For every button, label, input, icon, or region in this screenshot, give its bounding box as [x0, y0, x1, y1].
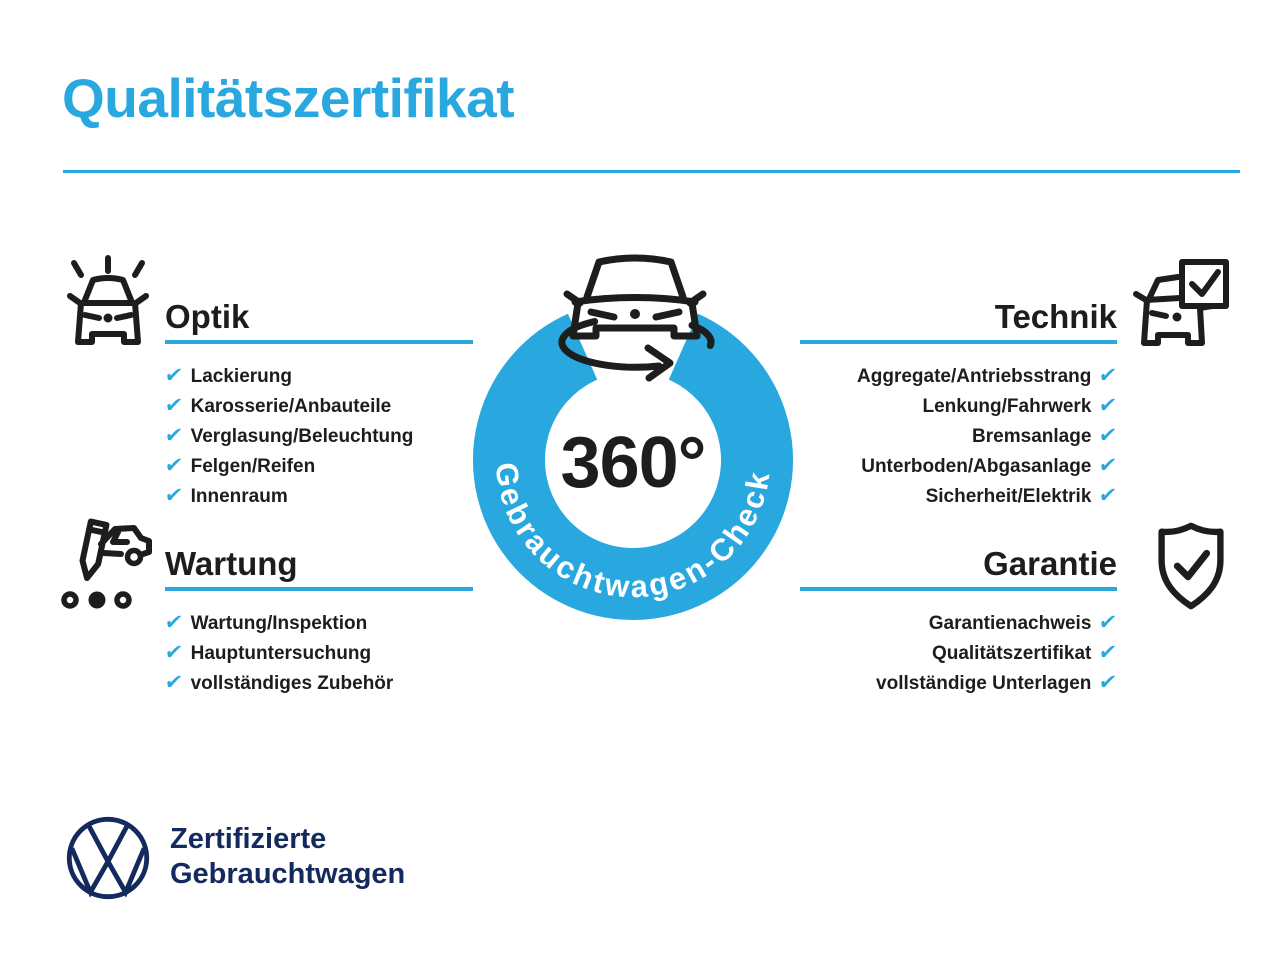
check-icon: ✔: [1097, 363, 1119, 387]
checklist-item: Aggregate/Antriebsstrang ✔: [800, 360, 1119, 390]
pencil-car-icon: [61, 518, 152, 609]
brand-line-2: Gebrauchtwagen: [170, 858, 406, 890]
checklist-item: Sicherheit/Elektrik ✔: [800, 480, 1119, 510]
checklist-item: ✔ Lackierung: [163, 360, 473, 390]
check-icon: ✔: [1097, 640, 1119, 664]
check-icon: ✔: [1097, 483, 1119, 507]
360-check-badge: Gebrauchtwagen-Check 360°: [473, 254, 793, 620]
section-technik: Technik Aggregate/Antriebsstrang ✔ Lenkun…: [800, 296, 1119, 510]
checklist-wartung: ✔ Wartung/Inspektion ✔ Hauptuntersuchung ✔…: [163, 607, 473, 697]
checklist-item-label: Felgen/Reifen: [190, 456, 316, 477]
checklist-item-label: Qualitätszertifikat: [931, 643, 1092, 664]
section-underline: [165, 587, 473, 591]
section-title-wartung: Wartung: [165, 545, 298, 582]
title-underline: [63, 170, 1240, 173]
check-icon: ✔: [1097, 423, 1119, 447]
section-underline: [165, 340, 473, 344]
check-icon: ✔: [1097, 453, 1119, 477]
section-title-garantie: Garantie: [983, 545, 1117, 582]
checklist-technik: Aggregate/Antriebsstrang ✔ Lenkung/Fahrwe…: [800, 360, 1119, 510]
checklist-item-label: Verglasung/Beleuchtung: [190, 426, 414, 447]
checklist-item-label: Innenraum: [190, 486, 288, 507]
checklist-item: ✔ Hauptuntersuchung: [163, 637, 473, 667]
vw-logo: [66, 816, 150, 900]
section-wartung: Wartung ✔ Wartung/Inspektion ✔ Hauptunters…: [163, 543, 473, 697]
check-icon: ✔: [1097, 670, 1119, 694]
section-underline: [800, 340, 1117, 344]
checklist-item: ✔ Karosserie/Anbauteile: [163, 390, 473, 420]
check-icon: ✔: [163, 610, 185, 634]
checklist-item: Lenkung/Fahrwerk ✔: [800, 390, 1119, 420]
checklist-item: Unterboden/Abgasanlage ✔: [800, 450, 1119, 480]
checklist-item-label: Wartung/Inspektion: [190, 613, 368, 634]
checklist-item-label: Sicherheit/Elektrik: [925, 486, 1092, 507]
checklist-item-label: Lackierung: [190, 366, 292, 387]
check-icon: ✔: [1097, 610, 1119, 634]
check-icon: ✔: [163, 640, 185, 664]
check-icon: ✔: [163, 483, 185, 507]
checklist-item: Garantienachweis ✔: [800, 607, 1119, 637]
checklist-item-label: Karosserie/Anbauteile: [190, 396, 392, 417]
car-360-rotation-icon: [558, 254, 715, 382]
checklist-item: ✔ vollständiges Zubehör: [163, 667, 473, 697]
brand-line-1: Zertifizierte: [170, 823, 327, 855]
check-icon: ✔: [1097, 393, 1119, 417]
section-optik: Optik ✔ Lackierung ✔ Karosserie/Anbauteile…: [163, 296, 473, 510]
check-ring: [473, 313, 793, 620]
checklist-item-label: Hauptuntersuchung: [190, 643, 372, 664]
checklist-item-label: Unterboden/Abgasanlage: [861, 456, 1092, 477]
section-garantie: Garantie Garantienachweis ✔ Qualitätszert…: [800, 543, 1119, 697]
checklist-item: ✔ Wartung/Inspektion: [163, 607, 473, 637]
checklist-item: ✔ Verglasung/Beleuchtung: [163, 420, 473, 450]
checklist-item: Bremsanlage ✔: [800, 420, 1119, 450]
checklist-item-label: vollständiges Zubehör: [190, 673, 394, 694]
check-icon: ✔: [163, 393, 185, 417]
page-title: Qualitätszertifikat: [62, 67, 515, 129]
checklist-item-label: Aggregate/Antriebsstrang: [857, 366, 1092, 387]
checklist-item: ✔ Innenraum: [163, 480, 473, 510]
checklist-item-label: Bremsanlage: [972, 426, 1092, 447]
car-shine-icon: [67, 255, 149, 345]
shield-check-icon: [1158, 522, 1224, 610]
brand-text: Zertifizierte Gebrauchtwagen: [170, 822, 405, 892]
section-title-technik: Technik: [994, 298, 1117, 335]
check-icon: ✔: [163, 363, 185, 387]
check-icon: ✔: [163, 453, 185, 477]
checklist-garantie: Garantienachweis ✔ Qualitätszertifikat ✔ v…: [800, 607, 1119, 697]
checklist-item: Qualitätszertifikat ✔: [800, 637, 1119, 667]
section-underline: [800, 587, 1117, 591]
checklist-item-label: vollständige Unterlagen: [876, 673, 1092, 694]
car-checkbox-icon: [1133, 259, 1229, 346]
check-icon: ✔: [163, 670, 185, 694]
degree-label: 360°: [561, 423, 706, 503]
checklist-optik: ✔ Lackierung ✔ Karosserie/Anbauteile ✔ Verg…: [163, 360, 473, 510]
section-title-optik: Optik: [165, 298, 250, 335]
check-icon: ✔: [163, 423, 185, 447]
checklist-item-label: Lenkung/Fahrwerk: [922, 396, 1092, 417]
checklist-item: ✔ Felgen/Reifen: [163, 450, 473, 480]
checklist-item-label: Garantienachweis: [928, 613, 1092, 634]
checklist-item: vollständige Unterlagen ✔: [800, 667, 1119, 697]
